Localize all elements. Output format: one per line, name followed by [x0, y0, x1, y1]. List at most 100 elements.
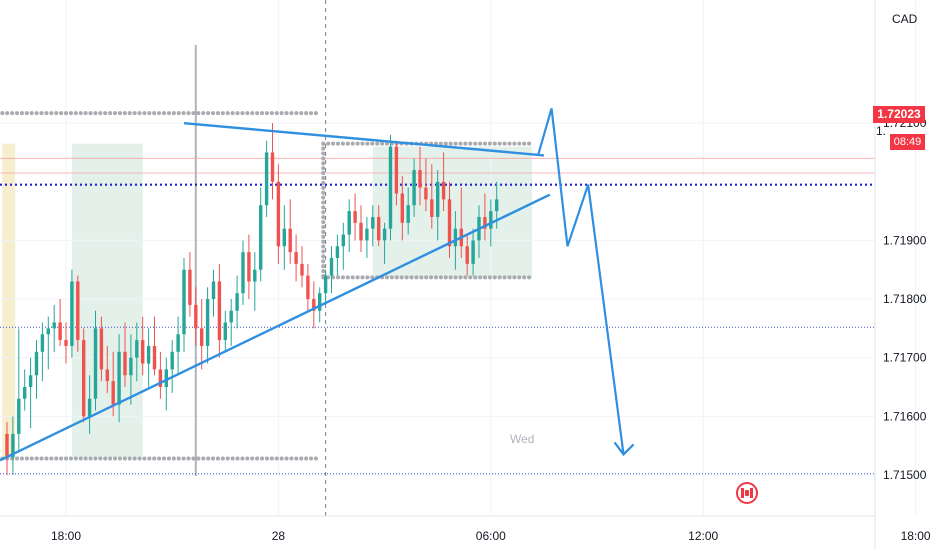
time-tick-label: 12:00 — [688, 529, 718, 543]
candle-body — [194, 304, 198, 329]
candle-body — [247, 252, 251, 282]
candle-body — [141, 340, 145, 364]
candle-body — [64, 340, 68, 346]
candle-body — [111, 381, 115, 405]
candle-body — [412, 170, 416, 206]
candle-body — [318, 293, 322, 311]
candle-body — [223, 322, 227, 341]
candle-body — [17, 398, 21, 434]
candle-body — [453, 228, 458, 247]
session-zone — [2, 143, 16, 458]
candle-body — [46, 328, 50, 335]
candle-body — [34, 351, 39, 376]
candle-body — [436, 181, 440, 217]
candle-body — [259, 205, 263, 270]
candle-body — [288, 228, 292, 253]
projection-path — [536, 108, 625, 455]
countdown-tag: 08:49 — [890, 134, 925, 150]
candle-body — [11, 433, 15, 458]
candle-body — [377, 216, 381, 241]
candle-body — [40, 334, 45, 352]
currency-label: CAD — [892, 12, 918, 26]
candle-body — [353, 211, 357, 223]
candle-body — [347, 211, 351, 235]
candle-body — [441, 181, 446, 200]
candle-body — [217, 281, 222, 341]
candle-body — [93, 328, 98, 399]
session-zone — [372, 146, 533, 278]
price-tick-label: 1.71900 — [883, 233, 927, 247]
candle-body — [306, 275, 310, 300]
candle-body — [424, 187, 428, 200]
candle-body — [211, 281, 216, 300]
candle-body — [276, 181, 281, 247]
candle-body — [129, 357, 133, 376]
candle-body — [164, 369, 168, 387]
candle-body — [294, 252, 298, 264]
price-tag: 1.72023 — [873, 106, 925, 123]
candle-body — [76, 281, 80, 341]
grid — [0, 0, 917, 516]
candle-body — [400, 193, 404, 223]
session-watermark: Wed — [510, 432, 535, 446]
candle-body — [359, 222, 363, 241]
candle-body — [28, 375, 33, 387]
time-tick-label: 06:00 — [476, 529, 506, 543]
candle-body — [388, 146, 393, 229]
candle-body — [205, 299, 210, 346]
candle-body — [158, 369, 163, 387]
candle-body — [82, 340, 86, 417]
candle-body — [465, 246, 469, 264]
candle-body — [282, 228, 286, 247]
candle-body — [229, 310, 233, 323]
candle-body — [270, 152, 275, 182]
candle-body — [241, 252, 245, 294]
candle-body — [123, 351, 127, 376]
candle-body — [70, 281, 74, 346]
price-tick-label: 1.71800 — [883, 292, 927, 306]
candle-body — [135, 340, 139, 358]
candles — [5, 123, 499, 475]
candle-body — [300, 263, 304, 276]
candle-body — [495, 199, 499, 212]
candle-body — [394, 146, 399, 194]
candle-body — [188, 269, 192, 305]
candle-body — [117, 351, 121, 405]
candle-body — [312, 299, 316, 311]
candle-body — [87, 398, 92, 417]
candle-body — [489, 211, 493, 229]
candle-body — [235, 293, 239, 311]
candle-body — [176, 334, 180, 352]
time-tick-label: 18:00 — [901, 529, 931, 543]
projection-arrowhead — [613, 441, 635, 457]
price-tick-label: 1.71600 — [883, 409, 927, 423]
candle-body — [146, 345, 151, 364]
candle-body — [182, 269, 186, 335]
candle-body — [371, 216, 375, 229]
candle-body — [23, 387, 27, 399]
time-tick-label: 28 — [272, 529, 286, 543]
candle-body — [341, 234, 345, 247]
canada-flag-icon[interactable] — [736, 482, 758, 504]
support-trendline — [0, 193, 551, 462]
candle-body — [253, 269, 257, 282]
candle-body — [335, 246, 340, 258]
candle-body — [406, 205, 410, 223]
candle-body — [382, 228, 387, 241]
candle-body — [5, 433, 9, 458]
candle-body — [170, 351, 174, 370]
candle-body — [418, 170, 422, 188]
candle-body — [58, 322, 62, 341]
candle-body — [200, 328, 204, 346]
candle-body — [483, 216, 487, 229]
price-tick-label: 1.71500 — [883, 468, 927, 482]
candle-body — [264, 152, 269, 206]
price-tick-label: 1.71700 — [883, 351, 927, 365]
candle-body — [447, 199, 452, 247]
level-price-tag: 1. — [876, 124, 887, 138]
candle-body — [365, 228, 369, 241]
time-tick-label: 18:00 — [51, 529, 81, 543]
